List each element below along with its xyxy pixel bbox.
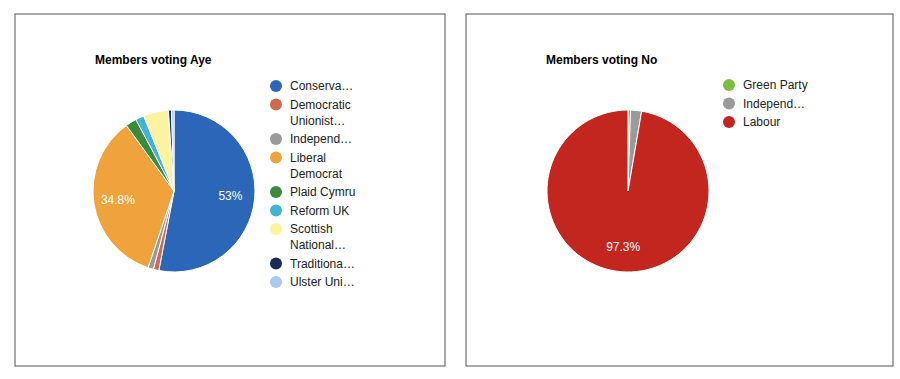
legend-label: Conserva… bbox=[290, 79, 353, 93]
panel-frame bbox=[466, 14, 893, 366]
legend-marker bbox=[270, 186, 282, 198]
pie-slice bbox=[144, 110, 174, 191]
data-label: 97.3% bbox=[606, 240, 640, 254]
panel-frame bbox=[15, 14, 445, 366]
pie-slice bbox=[547, 110, 709, 272]
legend-marker bbox=[270, 223, 282, 235]
chart-panel: Members voting No 97.3% Green Party Indepen… bbox=[466, 14, 893, 366]
data-labels: 53% 34.8% bbox=[101, 189, 243, 206]
slices bbox=[547, 110, 709, 272]
legend-label: LiberalDemocrat bbox=[290, 151, 343, 181]
legend: Conserva… DemocraticUnionist… Independ… Lib… bbox=[270, 79, 355, 289]
legend-label: Independ… bbox=[743, 97, 805, 111]
legend-label: Ulster Uni… bbox=[290, 275, 355, 289]
legend-label: ScottishNational… bbox=[290, 222, 346, 252]
legend: Green Party Independ… Labour bbox=[723, 78, 808, 129]
legend-marker bbox=[270, 205, 282, 217]
legend-marker bbox=[270, 276, 282, 288]
canvas: Members voting Aye 53% 34.8% Conserva… Democ… bbox=[0, 0, 900, 379]
chart-title: Members voting No bbox=[546, 53, 657, 67]
data-labels: 97.3% bbox=[606, 240, 640, 254]
legend-label: Independ… bbox=[290, 132, 352, 146]
legend-marker bbox=[723, 98, 735, 110]
legend-label: Traditiona… bbox=[290, 257, 355, 271]
legend-marker bbox=[270, 152, 282, 164]
legend-marker bbox=[270, 99, 282, 111]
slices bbox=[93, 110, 255, 272]
pie-slice bbox=[171, 110, 174, 191]
legend-label: Plaid Cymru bbox=[290, 185, 355, 199]
chart-panel: Members voting Aye 53% 34.8% Conserva… Democ… bbox=[15, 14, 445, 366]
legend-label: Green Party bbox=[743, 78, 808, 92]
legend-marker bbox=[723, 116, 735, 128]
data-label: 53% bbox=[218, 189, 242, 203]
chart-title: Members voting Aye bbox=[95, 53, 212, 67]
pie-slice bbox=[168, 110, 174, 191]
data-label: 34.8% bbox=[101, 193, 135, 207]
legend-marker bbox=[270, 133, 282, 145]
legend-marker bbox=[270, 80, 282, 92]
legend-label: DemocraticUnionist… bbox=[290, 98, 351, 128]
legend-marker bbox=[723, 79, 735, 91]
legend-label: Reform UK bbox=[290, 204, 349, 218]
legend-marker bbox=[270, 258, 282, 270]
legend-label: Labour bbox=[743, 115, 780, 129]
